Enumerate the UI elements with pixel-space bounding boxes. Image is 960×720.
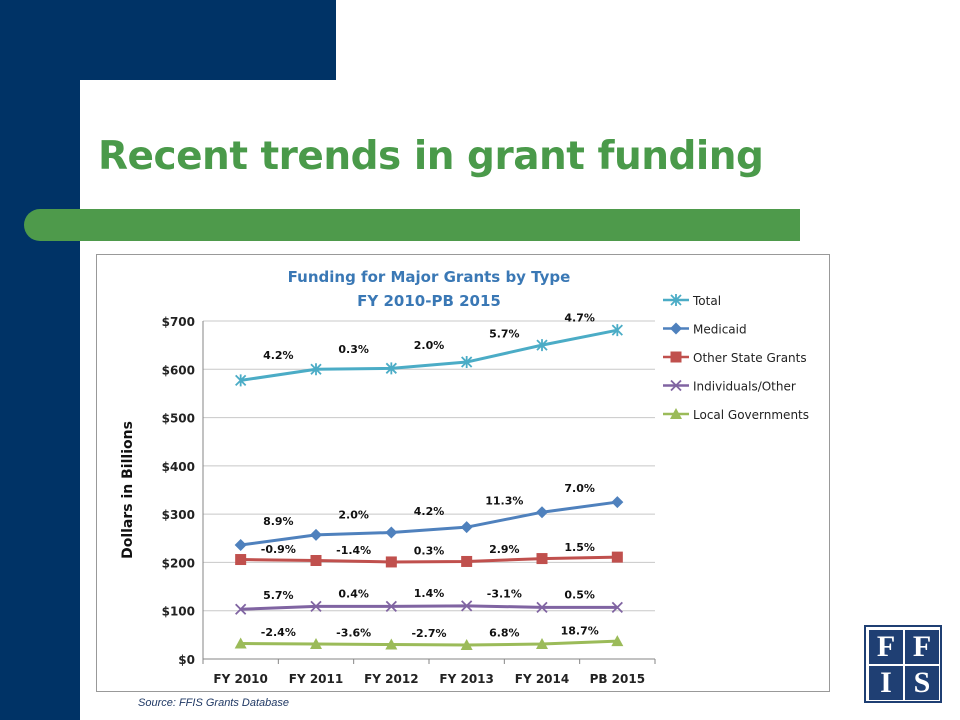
slide-title: Recent trends in grant funding xyxy=(98,134,764,179)
data-point xyxy=(536,601,548,613)
data-label: 8.9% xyxy=(263,515,294,528)
logo-letter-i: I xyxy=(869,666,903,700)
data-point xyxy=(611,324,623,337)
chart-title: Funding for Major Grants by Type xyxy=(288,268,571,286)
legend-label: Medicaid xyxy=(693,323,747,337)
data-label: 6.8% xyxy=(489,627,520,640)
data-label: 4.2% xyxy=(263,349,294,362)
y-tick-label: $200 xyxy=(162,556,195,570)
legend-marker xyxy=(670,294,682,306)
data-label: 4.7% xyxy=(564,312,595,325)
y-tick-label: $700 xyxy=(162,315,195,329)
data-point xyxy=(611,601,623,613)
left-navy-bar xyxy=(0,0,80,720)
data-label: 5.7% xyxy=(489,328,520,341)
data-point xyxy=(385,600,397,613)
legend-marker xyxy=(670,379,682,392)
data-label: 2.0% xyxy=(338,509,369,522)
data-point xyxy=(310,363,322,376)
x-tick-label: FY 2012 xyxy=(364,672,418,686)
data-point xyxy=(385,638,398,650)
x-tick-label: FY 2010 xyxy=(213,672,267,686)
x-tick-label: FY 2014 xyxy=(515,672,569,686)
legend-marker xyxy=(670,408,682,419)
series-line-5 xyxy=(240,639,618,647)
data-label: 0.3% xyxy=(338,343,369,356)
legend-marker xyxy=(670,322,682,335)
y-tick-label: $300 xyxy=(162,508,195,522)
series-line-2 xyxy=(240,500,618,547)
y-tick-label: $100 xyxy=(162,605,195,619)
x-tick-label: FY 2011 xyxy=(289,672,343,686)
data-label: -2.4% xyxy=(261,626,296,639)
data-point xyxy=(310,554,322,566)
data-point xyxy=(536,638,548,650)
data-point xyxy=(460,638,473,650)
data-point xyxy=(536,506,548,519)
source-note: Source: FFIS Grants Database xyxy=(138,697,290,709)
data-point xyxy=(235,554,247,566)
y-tick-label: $0 xyxy=(178,653,195,667)
data-point xyxy=(611,496,624,509)
data-point xyxy=(461,356,473,369)
chart-frame: Funding for Major Grants by Type FY 2010-… xyxy=(96,254,830,692)
data-label: 1.4% xyxy=(414,587,445,600)
logo-letter-f1: F xyxy=(869,630,903,664)
series-line-3 xyxy=(240,555,618,564)
data-label: -1.4% xyxy=(336,544,371,557)
legend-marker xyxy=(670,351,682,363)
data-point xyxy=(460,521,473,534)
ffis-logo: F F I S xyxy=(864,625,942,703)
data-label: 1.5% xyxy=(564,541,595,554)
data-label: 7.0% xyxy=(564,482,595,495)
data-point xyxy=(385,526,398,539)
data-point xyxy=(235,374,247,387)
x-tick-label: FY 2013 xyxy=(439,672,493,686)
x-tick-label: PB 2015 xyxy=(590,672,646,686)
data-point xyxy=(310,600,322,613)
data-point xyxy=(234,539,247,552)
legend-label: Total xyxy=(692,294,721,308)
data-label: -0.9% xyxy=(261,543,296,556)
logo-letter-s: S xyxy=(905,666,939,700)
data-point xyxy=(611,635,624,647)
y-tick-label: $600 xyxy=(162,363,195,377)
data-label: -3.1% xyxy=(487,588,522,601)
chart-subtitle: FY 2010-PB 2015 xyxy=(357,292,501,310)
series-line-1 xyxy=(240,328,618,382)
data-label: -3.6% xyxy=(336,626,371,639)
data-point xyxy=(536,339,548,352)
data-label: 0.4% xyxy=(338,587,369,600)
green-rule xyxy=(80,209,800,241)
data-label: 2.0% xyxy=(414,339,445,352)
data-label: 0.3% xyxy=(414,545,445,558)
y-tick-label: $500 xyxy=(162,412,195,426)
data-label: 4.2% xyxy=(414,505,445,518)
data-point xyxy=(310,528,322,541)
data-point xyxy=(461,600,473,612)
data-point xyxy=(611,551,623,563)
data-label: 11.3% xyxy=(485,495,523,508)
data-point xyxy=(310,638,322,650)
data-label: 0.5% xyxy=(564,588,595,601)
y-axis-title: Dollars in Billions xyxy=(120,421,136,559)
data-label: -2.7% xyxy=(411,627,446,640)
data-label: 2.9% xyxy=(489,543,520,556)
data-label: 18.7% xyxy=(561,625,599,638)
data-point xyxy=(235,603,247,615)
legend-label: Individuals/Other xyxy=(693,380,796,394)
data-point xyxy=(461,555,473,567)
top-navy-block xyxy=(80,0,336,80)
data-point xyxy=(385,362,397,375)
data-point xyxy=(234,637,247,649)
y-tick-label: $400 xyxy=(162,460,195,474)
series-line-4 xyxy=(240,604,618,611)
legend-label: Other State Grants xyxy=(693,351,807,365)
data-label: 5.7% xyxy=(263,589,294,602)
legend-label: Local Governments xyxy=(693,408,809,422)
data-point xyxy=(536,553,548,565)
data-point xyxy=(385,556,397,568)
logo-letter-f2: F xyxy=(905,630,939,664)
